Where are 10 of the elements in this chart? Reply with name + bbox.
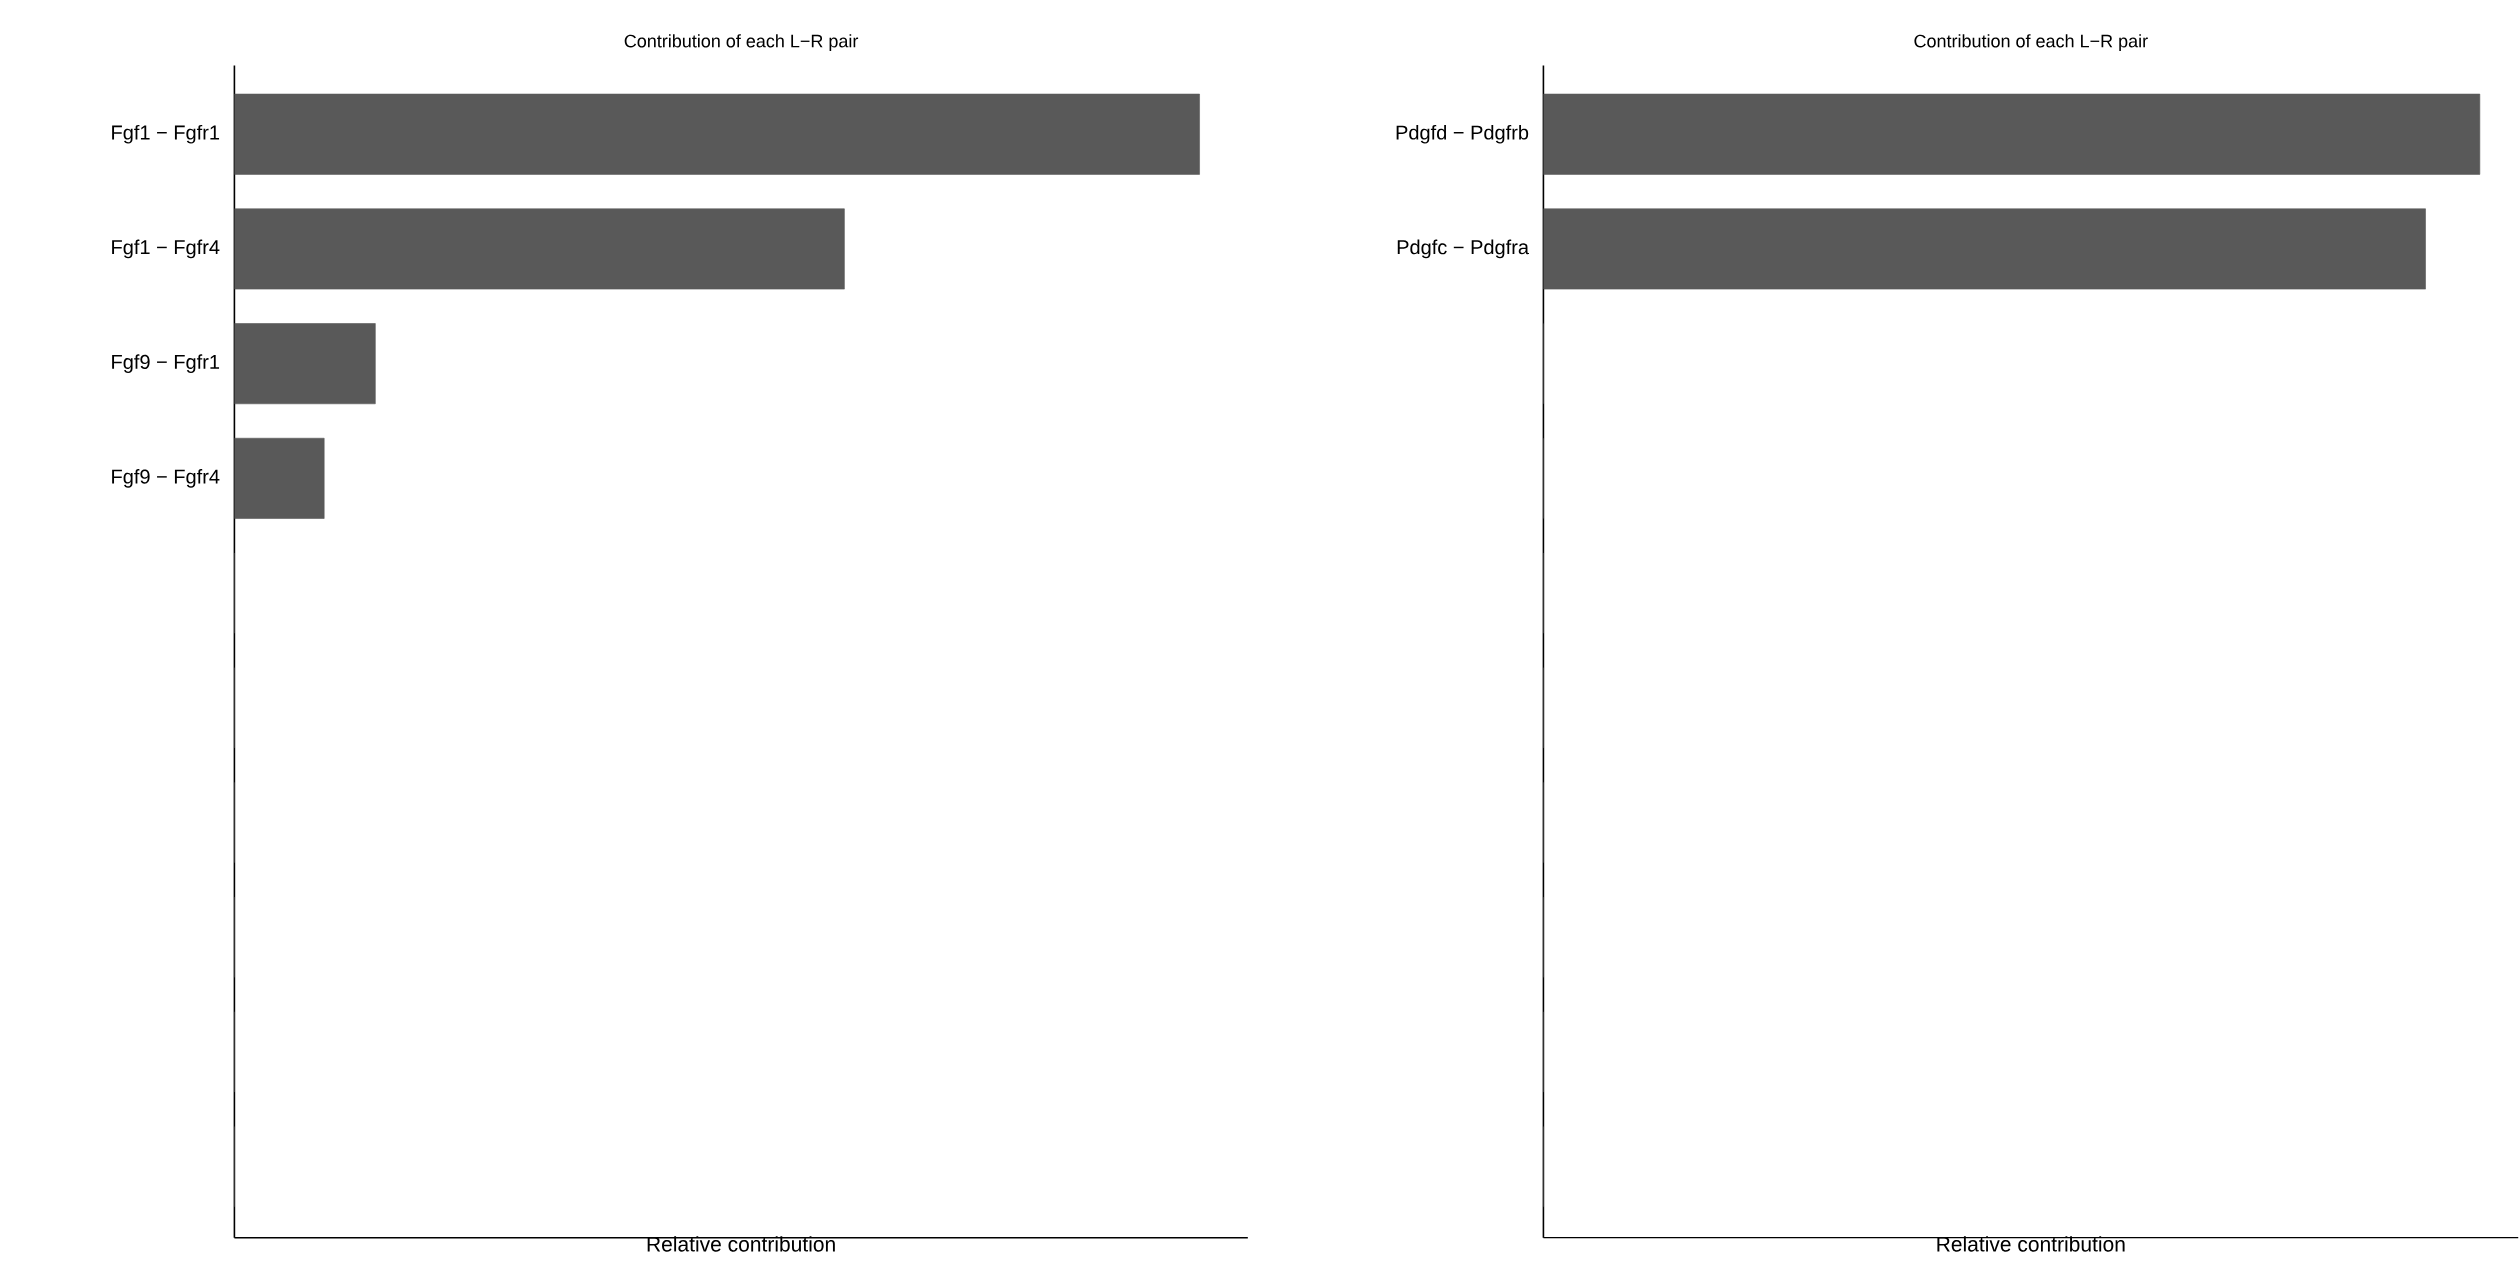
chart-title: Contribution of each L−R pair — [624, 34, 859, 51]
x-axis-title: Relative contribution — [647, 1236, 835, 1252]
y-tick-label: Fgf9 − Fgfr4 — [112, 469, 220, 488]
y-tick-label: Fgf9 − Fgfr1 — [112, 354, 220, 373]
x-axis-title: Relative contribution — [1937, 1236, 2125, 1252]
y-tick-label: Pdgfc − Pdgfra — [1397, 239, 1530, 259]
y-tick-label: Fgf1 − Fgfr4 — [112, 239, 220, 259]
y-tick-label: Fgf1 − Fgfr1 — [112, 124, 220, 144]
y-tick-label: Pdgfd − Pdgfrb — [1396, 124, 1529, 144]
chart-title: Contribution of each L−R pair — [1914, 34, 2148, 51]
